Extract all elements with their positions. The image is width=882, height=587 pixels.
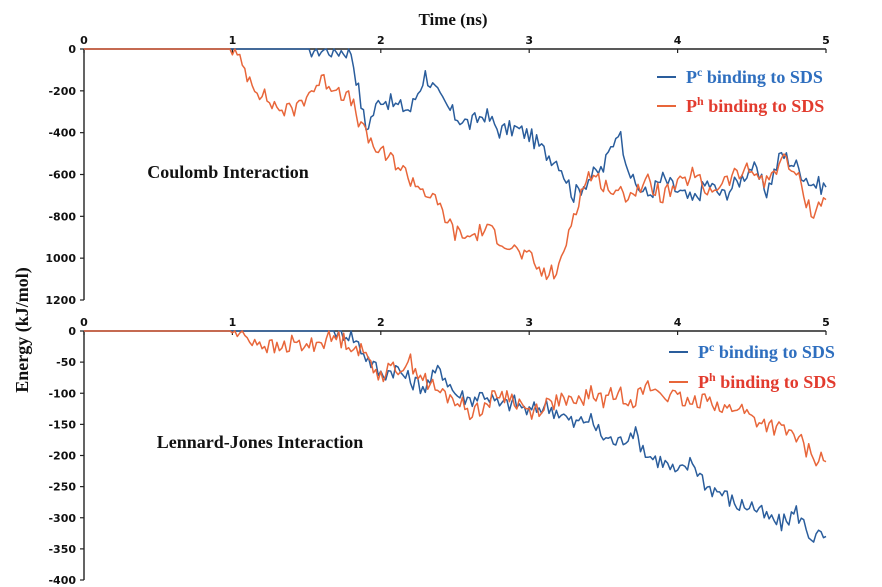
lj-series — [84, 330, 827, 543]
y-axis-title: Energy (kJ/mol) — [12, 267, 33, 393]
coulomb-legend-label-pc: Pc binding to SDS — [686, 65, 823, 87]
lj-series-line-ph — [84, 330, 827, 467]
coulomb-y-tick-label-5: 1000 — [45, 252, 76, 265]
lj-y-tick-label-0: 0 — [68, 325, 76, 338]
coulomb-axes: 0 1 2 3 4 5 0 -200 -400 -600 -800 1000 1200 — [45, 34, 829, 307]
lj-legend-label-pc: Pc binding to SDS — [698, 340, 835, 362]
x-axis-title: Time (ns) — [418, 10, 487, 29]
coulomb-y-tick-label-3: -600 — [48, 169, 76, 182]
lj-annotation: Lennard-Jones Interaction — [157, 432, 364, 452]
coulomb-annotation: Coulomb Interaction — [147, 162, 309, 182]
lj-x-tick-label-2: 2 — [377, 316, 385, 329]
lj-y-tick-label-2: -100 — [48, 387, 76, 400]
lj-y-tick-label-3: -150 — [48, 418, 76, 431]
coulomb-series-line-ph — [84, 48, 827, 281]
coulomb-y-tick-label-1: -200 — [48, 85, 76, 98]
lj-y-tick-label-7: -350 — [48, 543, 76, 556]
coulomb-x-tick-label-5: 5 — [822, 34, 830, 47]
lj-panel: 0 1 2 3 4 5 0 -50 -100 -150 -200 -250 -300 -350 -400 L… — [48, 316, 836, 587]
coulomb-legend: Pc binding to SDS Ph binding to SDS — [657, 65, 824, 116]
lj-axes: 0 1 2 3 4 5 0 -50 -100 -150 -200 -250 -300 -350 -400 — [48, 316, 829, 587]
coulomb-y-tick-label-6: 1200 — [45, 294, 76, 307]
lj-x-tick-label-4: 4 — [674, 316, 682, 329]
lj-y-tick-label-1: -50 — [56, 356, 76, 369]
coulomb-series — [84, 48, 827, 281]
lj-legend: Pc binding to SDS Ph binding to SDS — [669, 340, 836, 392]
lj-x-tick-label-0: 0 — [80, 316, 88, 329]
coulomb-x-tick-label-2: 2 — [377, 34, 385, 47]
lj-y-tick-label-4: -200 — [48, 450, 76, 463]
lj-y-tick-label-6: -300 — [48, 512, 76, 525]
coulomb-y-tick-label-2: -400 — [48, 127, 76, 140]
coulomb-x-tick-label-0: 0 — [80, 34, 88, 47]
lj-y-tick-label-8: -400 — [48, 574, 76, 587]
lj-x-tick-label-5: 5 — [822, 316, 830, 329]
coulomb-y-tick-label-0: 0 — [68, 43, 76, 56]
coulomb-y-tick-label-4: -800 — [48, 210, 76, 223]
coulomb-x-tick-label-3: 3 — [525, 34, 533, 47]
coulomb-legend-label-ph: Ph binding to SDS — [686, 94, 824, 116]
lj-legend-label-ph: Ph binding to SDS — [698, 370, 836, 392]
lj-x-tick-label-1: 1 — [229, 316, 237, 329]
lj-x-tick-label-3: 3 — [525, 316, 533, 329]
coulomb-x-tick-label-1: 1 — [229, 34, 237, 47]
coulomb-panel: 0 1 2 3 4 5 0 -200 -400 -600 -800 1000 1200 Coulomb … — [45, 34, 829, 307]
coulomb-x-tick-label-4: 4 — [674, 34, 682, 47]
lj-y-tick-label-5: -250 — [48, 481, 76, 494]
